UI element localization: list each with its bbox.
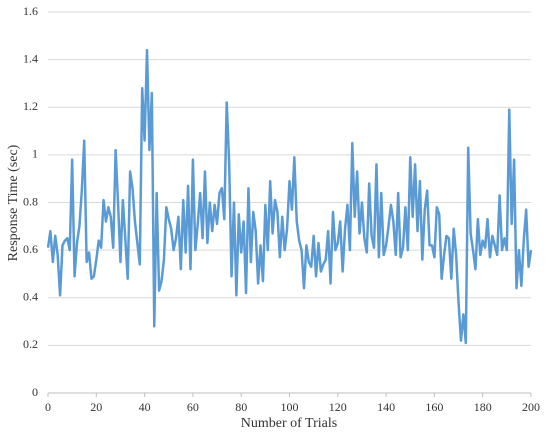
- y-tick-label: 1: [32, 147, 38, 161]
- x-tick-label: 60: [187, 400, 199, 414]
- x-tick-label: 0: [45, 400, 51, 414]
- x-tick-label: 20: [90, 400, 102, 414]
- y-tick-label: 1.2: [23, 99, 38, 113]
- x-tick-label: 140: [377, 400, 395, 414]
- x-tick-label: 100: [281, 400, 299, 414]
- y-tick-label: 0.4: [23, 290, 38, 304]
- x-axis-label: Number of Trials: [241, 416, 337, 431]
- x-tick-label: 120: [329, 400, 347, 414]
- y-tick-label: 0: [32, 385, 38, 399]
- x-tick-label: 200: [522, 400, 540, 414]
- y-tick-label: 0.8: [23, 194, 38, 208]
- x-tick-label: 180: [474, 400, 492, 414]
- y-tick-label: 0.2: [23, 337, 38, 351]
- y-axis-label: Response Time (sec): [6, 144, 21, 261]
- y-tick-label: 1.6: [23, 4, 38, 18]
- x-tick-label: 160: [425, 400, 443, 414]
- y-tick-label: 1.4: [23, 51, 38, 65]
- x-tick-label: 40: [139, 400, 151, 414]
- x-tick-label: 80: [235, 400, 247, 414]
- y-tick-label: 0.6: [23, 242, 38, 256]
- data-line: [46, 48, 533, 345]
